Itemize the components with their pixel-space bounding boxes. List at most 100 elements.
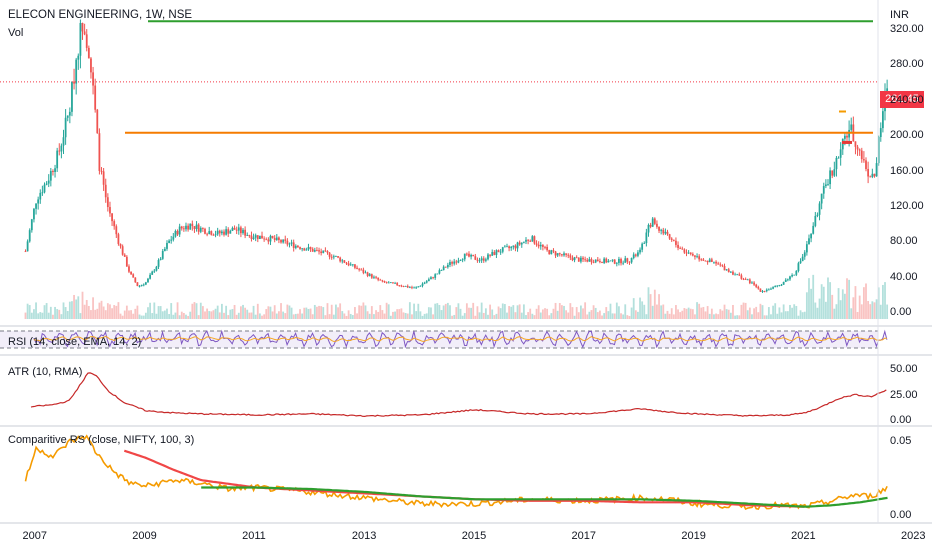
volume-bar xyxy=(789,304,791,319)
price-tick-label: 80.00 xyxy=(890,235,918,248)
price-candle-body xyxy=(837,157,840,159)
volume-bar xyxy=(297,313,299,319)
volume-bar xyxy=(47,312,50,319)
price-candle-body xyxy=(81,22,84,32)
price-candle-body xyxy=(751,282,753,284)
price-candle-body xyxy=(670,238,673,240)
price-candle-body xyxy=(128,266,130,272)
volume-bar xyxy=(233,304,236,319)
volume-bar xyxy=(801,312,804,319)
price-candle-body xyxy=(385,282,388,284)
price-candle-body xyxy=(273,238,276,240)
volume-bar xyxy=(246,309,249,319)
price-candle-body xyxy=(313,250,316,252)
volume-bar xyxy=(860,304,863,319)
price-candle-body xyxy=(267,239,270,242)
price-candle-body xyxy=(535,243,538,245)
price-candle-body xyxy=(510,246,513,249)
price-candle-body xyxy=(732,271,734,275)
volume-bar xyxy=(316,306,318,319)
price-candle-body xyxy=(170,239,173,241)
volume-bar xyxy=(824,301,827,319)
price-candle-body xyxy=(216,230,219,235)
price-candle-body xyxy=(309,247,312,249)
volume-bar xyxy=(719,309,722,319)
x-tick-label: 2019 xyxy=(681,530,706,542)
volume-bar xyxy=(700,307,703,319)
volume-bar xyxy=(161,311,164,319)
volume-bar xyxy=(548,315,551,319)
volume-bar xyxy=(387,304,390,319)
price-candle-body xyxy=(539,244,542,247)
volume-bar xyxy=(586,314,589,319)
volume-bar xyxy=(871,301,874,319)
price-candle-body xyxy=(784,279,787,282)
price-candle-body xyxy=(596,259,599,262)
volume-bar xyxy=(28,305,31,319)
volume-bar xyxy=(856,311,859,319)
volume-bar xyxy=(808,278,810,319)
volume-bar xyxy=(588,311,591,319)
volume-bar xyxy=(666,310,669,319)
volume-bar xyxy=(780,312,783,319)
price-candle-body xyxy=(147,278,149,283)
price-candle-body xyxy=(738,274,741,276)
volume-bar xyxy=(489,304,491,319)
volume-bar xyxy=(106,303,109,319)
volume-bar xyxy=(465,303,468,319)
price-candle-body xyxy=(75,59,78,84)
volume-bar xyxy=(729,312,732,319)
price-candle-body xyxy=(675,240,677,245)
atr-line xyxy=(30,372,887,418)
volume-bar xyxy=(35,302,37,319)
volume-bar xyxy=(170,303,173,319)
volume-bar xyxy=(814,302,817,319)
volume-bar xyxy=(607,311,610,319)
price-candle-body xyxy=(582,257,584,260)
price-candle-body xyxy=(651,218,654,227)
volume-bar xyxy=(280,303,282,319)
price-candle-body xyxy=(271,235,274,239)
price-candle-body xyxy=(100,170,103,172)
volume-bar xyxy=(320,306,323,319)
price-candle-body xyxy=(417,286,420,288)
volume-bar xyxy=(366,311,369,319)
volume-bar xyxy=(873,302,876,319)
price-candle-body xyxy=(26,241,29,252)
volume-bar xyxy=(770,314,772,319)
price-candle-body xyxy=(358,268,361,270)
price-candle-body xyxy=(499,251,502,253)
volume-bar xyxy=(267,306,270,319)
x-tick-label: 2011 xyxy=(242,530,266,542)
price-candle-body xyxy=(478,260,481,262)
price-candle-body xyxy=(332,256,335,258)
price-candle-body xyxy=(643,243,646,244)
price-candle-body xyxy=(822,186,825,194)
price-candle-body xyxy=(527,239,530,241)
volume-bar xyxy=(506,312,508,319)
volume-bar xyxy=(784,311,787,319)
price-candle-body xyxy=(772,287,774,289)
volume-bar xyxy=(782,304,785,319)
price-candle-body xyxy=(554,251,557,256)
volume-bar xyxy=(793,304,796,319)
volume-bar xyxy=(455,307,458,319)
x-tick-label: 2023 xyxy=(901,530,926,542)
price-candle-body xyxy=(835,157,838,170)
price-candle-body xyxy=(52,171,54,172)
volume-bar xyxy=(535,308,538,319)
volume-bar xyxy=(778,307,781,319)
price-candle-body xyxy=(637,252,639,256)
volume-bar xyxy=(197,315,200,319)
volume-bar xyxy=(463,313,466,319)
price-candle-body xyxy=(305,249,308,251)
volume-bar xyxy=(637,311,639,319)
volume-bar xyxy=(740,304,743,319)
volume-bar xyxy=(83,304,86,319)
volume-bar xyxy=(767,307,770,319)
price-candle-body xyxy=(544,246,546,248)
price-candle-body xyxy=(208,231,211,235)
volume-bar xyxy=(364,305,367,319)
volume-bar xyxy=(881,284,884,319)
